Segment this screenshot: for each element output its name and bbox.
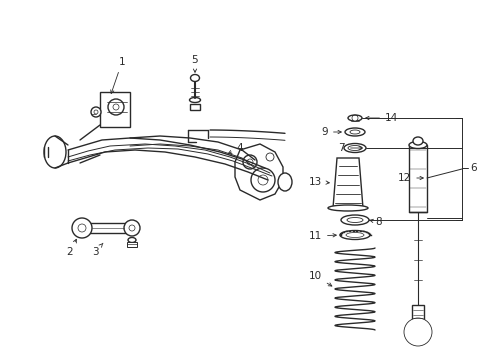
Text: 8: 8 bbox=[368, 217, 381, 227]
Polygon shape bbox=[332, 158, 362, 208]
Text: 6: 6 bbox=[469, 163, 476, 173]
Text: 11: 11 bbox=[308, 231, 336, 241]
Circle shape bbox=[403, 318, 431, 346]
Circle shape bbox=[78, 224, 86, 232]
Ellipse shape bbox=[190, 75, 199, 81]
Text: 12: 12 bbox=[397, 173, 423, 183]
Ellipse shape bbox=[412, 137, 422, 145]
Circle shape bbox=[108, 99, 124, 115]
Bar bbox=[190, 104, 200, 110]
Text: 5: 5 bbox=[191, 55, 198, 72]
Circle shape bbox=[413, 328, 421, 336]
Bar bbox=[82, 223, 132, 233]
Circle shape bbox=[113, 104, 119, 110]
Text: 1: 1 bbox=[110, 57, 125, 94]
Circle shape bbox=[124, 220, 140, 236]
Polygon shape bbox=[235, 144, 283, 200]
Text: 10: 10 bbox=[308, 271, 331, 286]
Text: 2: 2 bbox=[66, 239, 76, 257]
Ellipse shape bbox=[339, 230, 369, 239]
Text: 9: 9 bbox=[321, 127, 341, 137]
Ellipse shape bbox=[128, 238, 136, 243]
Bar bbox=[127, 242, 137, 247]
Bar bbox=[411, 305, 423, 325]
Text: 3: 3 bbox=[92, 243, 103, 257]
Circle shape bbox=[243, 155, 257, 169]
Ellipse shape bbox=[189, 98, 200, 103]
Circle shape bbox=[246, 159, 252, 165]
Circle shape bbox=[407, 322, 427, 342]
Ellipse shape bbox=[346, 217, 362, 222]
Ellipse shape bbox=[347, 145, 361, 150]
Ellipse shape bbox=[349, 130, 359, 134]
Circle shape bbox=[258, 175, 267, 185]
Ellipse shape bbox=[347, 115, 361, 121]
Ellipse shape bbox=[327, 205, 367, 211]
Circle shape bbox=[265, 153, 273, 161]
Circle shape bbox=[351, 115, 357, 121]
Ellipse shape bbox=[345, 128, 364, 136]
Circle shape bbox=[129, 225, 135, 231]
Ellipse shape bbox=[408, 141, 426, 148]
Ellipse shape bbox=[343, 144, 365, 153]
Circle shape bbox=[94, 110, 98, 114]
Text: 7: 7 bbox=[338, 143, 362, 153]
Circle shape bbox=[72, 218, 92, 238]
Bar bbox=[100, 92, 130, 127]
Ellipse shape bbox=[346, 233, 363, 238]
Ellipse shape bbox=[278, 173, 291, 191]
Text: 4: 4 bbox=[228, 143, 243, 153]
Text: 14: 14 bbox=[365, 113, 397, 123]
Ellipse shape bbox=[44, 136, 66, 168]
Bar bbox=[408, 145, 426, 212]
Circle shape bbox=[91, 107, 101, 117]
Ellipse shape bbox=[340, 215, 368, 225]
Circle shape bbox=[250, 168, 274, 192]
Text: 13: 13 bbox=[308, 177, 328, 187]
